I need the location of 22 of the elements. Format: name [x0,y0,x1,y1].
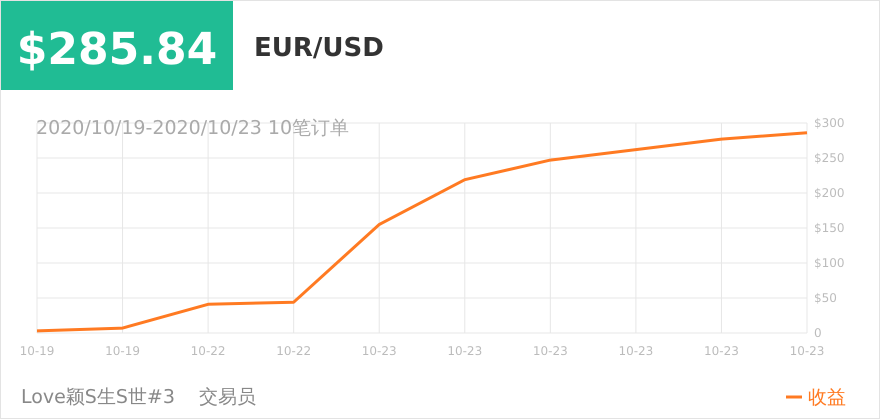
x-tick-label: 10-19 [105,344,140,358]
y-tick-label: $300 [814,116,845,130]
x-tick-label: 10-23 [704,344,739,358]
y-tick-label: 0 [814,326,822,340]
x-tick-label: 10-22 [190,344,226,358]
y-tick-label: $250 [814,151,845,166]
legend-label: 收益 [808,386,846,409]
text: Love颖S生S世#3 交易员 [21,386,256,408]
chart-subtitle: EUR/USD [254,33,384,63]
y-tick-label: $200 [814,186,845,200]
annotation: 2020/10/19-2020/10/23 10笔订单 [36,117,350,139]
x-tick-label: 10-19 [20,344,54,358]
x-tick-label: 10-23 [618,344,654,358]
y-tick-label: $50 [814,291,837,306]
x-tick-label: 10-23 [362,344,397,358]
y-tick-label: $150 [814,221,845,236]
x-tick-label: 10-23 [790,344,824,358]
x-tick-label: 10-23 [532,344,568,358]
chart-title: $285.84 [16,24,218,75]
x-tick-label: 10-23 [447,344,482,358]
y-tick-label: $100 [814,256,845,270]
x-tick-label: 10-22 [276,344,312,358]
